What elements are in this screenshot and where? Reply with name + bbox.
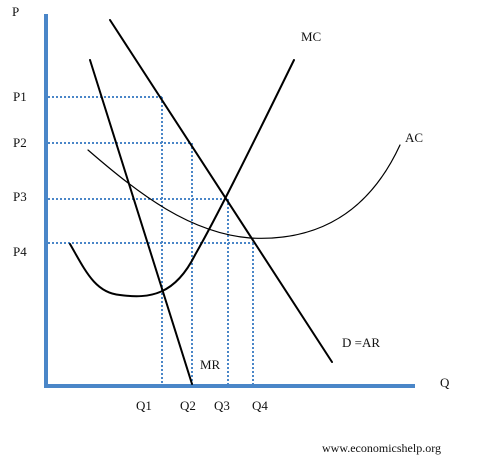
source-credit: www.economicshelp.org bbox=[322, 441, 441, 455]
quantity-label-q3: Q3 bbox=[214, 398, 230, 413]
marginal-cost-curve bbox=[69, 59, 295, 298]
demand-ar-label: D =AR bbox=[342, 335, 380, 350]
quantity-label-q4: Q4 bbox=[252, 398, 268, 413]
marginal-revenue-curve bbox=[89, 59, 193, 385]
price-label-p2: P2 bbox=[13, 135, 27, 150]
mr-label: MR bbox=[200, 357, 221, 372]
ac-label: AC bbox=[405, 130, 423, 145]
quantity-label-q2: Q2 bbox=[180, 398, 196, 413]
mc-label: MC bbox=[301, 29, 321, 44]
guide-lines bbox=[48, 96, 254, 386]
curves bbox=[69, 19, 401, 385]
price-label-p4: P4 bbox=[13, 244, 27, 259]
quantity-label-q1: Q1 bbox=[136, 398, 152, 413]
price-label-p3: P3 bbox=[13, 189, 27, 204]
price-label-p1: P1 bbox=[13, 89, 27, 104]
x-axis-label: Q bbox=[440, 375, 450, 390]
average-cost-curve bbox=[87, 144, 401, 239]
demand-ar-curve bbox=[109, 19, 333, 363]
axes bbox=[44, 14, 415, 388]
y-axis-label: P bbox=[12, 4, 19, 19]
